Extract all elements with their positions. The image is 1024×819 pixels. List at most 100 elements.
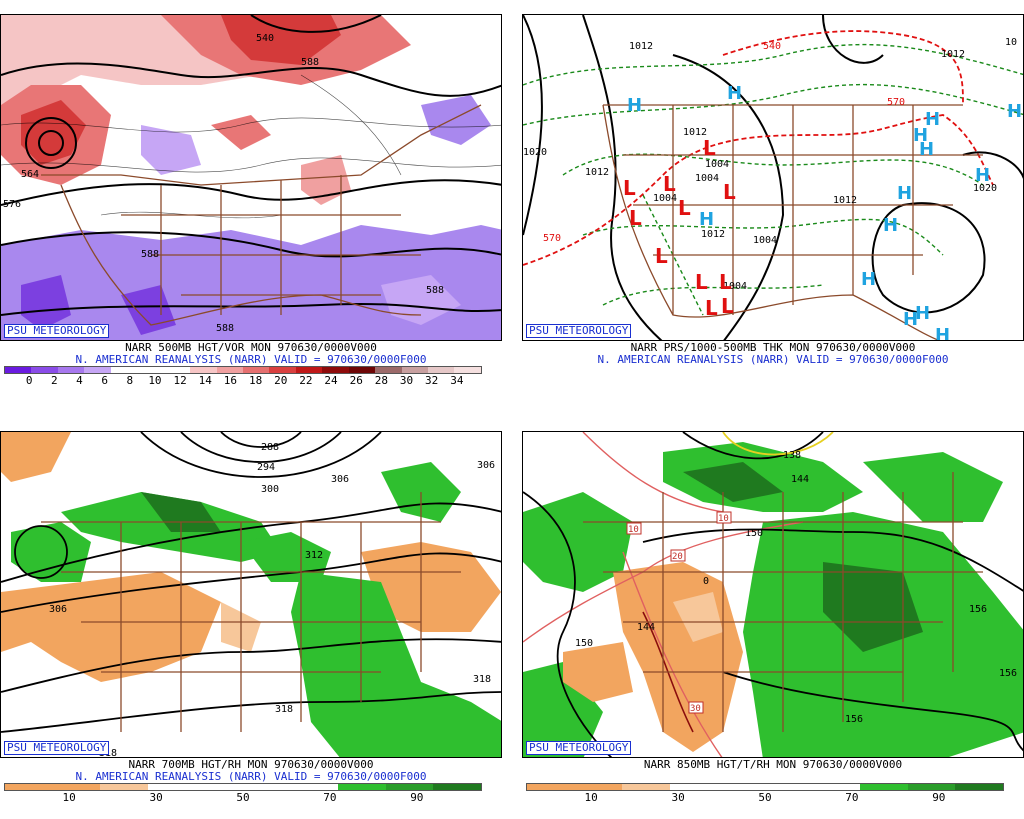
colorbar-label: 10: [148, 374, 162, 387]
colorbar-segment: [295, 367, 323, 373]
colorbar-segment: [574, 784, 623, 790]
colorbar-segment: [955, 784, 1003, 790]
panel-700mb-rh: 288 294 300 306 306 312 306 318 318 318 …: [0, 417, 502, 805]
high-pressure-marker: H: [861, 269, 876, 290]
contour-label: 1004: [723, 281, 747, 292]
chart-title: NARR 500MB HGT/VOR MON 970630/0000V000: [125, 341, 377, 354]
colorbar-segment: [216, 367, 243, 373]
colorbar-segment: [401, 367, 428, 373]
vorticity-map-svg: 540 564 576 588 588 588 588: [1, 15, 501, 340]
chart-title: NARR 850MB HGT/T/RH MON 970630/0000V000: [643, 758, 903, 771]
map-700mb-rh: 288 294 300 306 306 312 306 318 318 318: [0, 431, 502, 758]
contour-label: 1012: [833, 195, 857, 206]
contour-label: 312: [305, 550, 323, 561]
rh-colorbar-labels: 10 30 50 70 90: [4, 791, 482, 804]
contour-label: 576: [3, 199, 21, 210]
rh850-colorbar-labels: 10 30 50 70 90: [526, 791, 1004, 804]
colorbar-segment: [269, 367, 296, 373]
colorbar-label: 20: [274, 374, 288, 387]
colorbar-label: 28: [374, 374, 388, 387]
contour-label: 300: [261, 484, 279, 495]
colorbar-segment: [195, 784, 243, 790]
colorbar-segment: [385, 784, 434, 790]
colorbar-label: 26: [349, 374, 363, 387]
contour-label: 156: [845, 714, 863, 725]
colorbar-segment: [622, 784, 670, 790]
colorbar-segment: [290, 784, 339, 790]
chart-subtitle: N. AMERICAN REANALYSIS (NARR) VALID = 97…: [597, 353, 949, 366]
colorbar-segment: [764, 784, 813, 790]
contour-label: 588: [301, 57, 319, 68]
colorbar-label: 34: [450, 374, 464, 387]
colorbar-segment: [433, 784, 481, 790]
low-pressure-marker: L: [663, 172, 676, 196]
colorbar-segment: [57, 367, 85, 373]
colorbar-segment: [100, 784, 148, 790]
panel-500mb-vorticity: 540 564 576 588 588 588 588 PSU METEOROL…: [0, 0, 502, 388]
colorbar-segment: [31, 367, 58, 373]
colorbar-segment: [5, 367, 32, 373]
temperature-label: 30: [690, 704, 701, 714]
contour-label: 306: [477, 460, 495, 471]
colorbar-label: 8: [126, 374, 134, 387]
colorbar-label: 6: [101, 374, 108, 387]
high-pressure-marker: H: [919, 139, 934, 160]
colorbar-label: 50: [236, 791, 250, 804]
colorbar-label: 30: [399, 374, 414, 387]
low-pressure-marker: L: [695, 270, 708, 294]
contour-label: 0: [703, 576, 709, 587]
colorbar-segment: [52, 784, 101, 790]
colorbar-segment: [110, 367, 138, 373]
rh850-colorbar: [526, 783, 1004, 791]
colorbar-segment: [375, 367, 402, 373]
high-pressure-marker: H: [915, 303, 930, 324]
high-pressure-marker: H: [627, 95, 642, 116]
rh700-map-svg: 288 294 300 306 306 312 306 318 318 318: [1, 432, 501, 757]
colorbar-segment: [860, 784, 908, 790]
colorbar-segment: [190, 367, 217, 373]
colorbar-segment: [812, 784, 861, 790]
rh850-map-svg: 138 144 150 150 144 156 156 156 0 10 10 …: [523, 432, 1023, 757]
thickness-label: 540: [763, 41, 781, 52]
vorticity-colorbar: [4, 366, 482, 374]
colorbar-label: 32: [425, 374, 439, 387]
colorbar-segment: [527, 784, 575, 790]
contour-label: 540: [256, 33, 274, 44]
contour-label: 156: [999, 668, 1017, 679]
contour-label: 318: [473, 674, 491, 685]
high-pressure-marker: H: [925, 109, 940, 130]
low-pressure-marker: L: [723, 180, 736, 204]
thickness-label: 570: [887, 97, 905, 108]
low-pressure-marker: L: [719, 270, 732, 294]
chart-title: NARR PRS/1000-500MB THK MON 970630/0000V…: [630, 341, 916, 354]
colorbar-segment: [147, 784, 196, 790]
rh-colorbar: [4, 783, 482, 791]
contour-label: 1012: [585, 167, 609, 178]
pressure-map-svg: 1012 1012 1020 1012 1012 1004 1004 1004 …: [523, 15, 1023, 340]
contour-label: 1004: [695, 173, 719, 184]
high-pressure-marker: H: [903, 309, 918, 330]
colorbar-segment: [322, 367, 349, 373]
colorbar-segment: [669, 784, 718, 790]
panel-850mb-temp-rh: 138 144 150 150 144 156 156 156 0 10 10 …: [522, 417, 1024, 805]
contour-label: 1012: [629, 41, 653, 52]
colorbar-label: 10: [584, 791, 598, 804]
colorbar-segment: [242, 784, 291, 790]
contour-label: 318: [275, 704, 293, 715]
high-pressure-marker: H: [975, 165, 990, 186]
chart-subtitle: N. AMERICAN REANALYSIS (NARR) VALID = 97…: [75, 770, 427, 783]
contour-label: 588: [426, 285, 444, 296]
map-850mb-temp-rh: 138 144 150 150 144 156 156 156 0 10 10 …: [522, 431, 1024, 758]
colorbar-label: 0: [25, 374, 33, 387]
colorbar-label: 30: [671, 791, 685, 804]
contour-label: 288: [261, 442, 279, 453]
colorbar-label: 10: [62, 791, 76, 804]
high-pressure-marker: H: [883, 215, 898, 236]
vorticity-colorbar-labels: 0 2 4 6 8 10 12 14 16 18 20 22 24 26 28 30 32 34: [4, 374, 482, 387]
contour-label: 588: [216, 323, 234, 334]
contour-label: 294: [257, 462, 275, 473]
contour-label: 138: [783, 450, 801, 461]
colorbar-label: 16: [223, 374, 238, 387]
high-pressure-marker: H: [1007, 101, 1022, 122]
contour-label: 1004: [653, 193, 677, 204]
